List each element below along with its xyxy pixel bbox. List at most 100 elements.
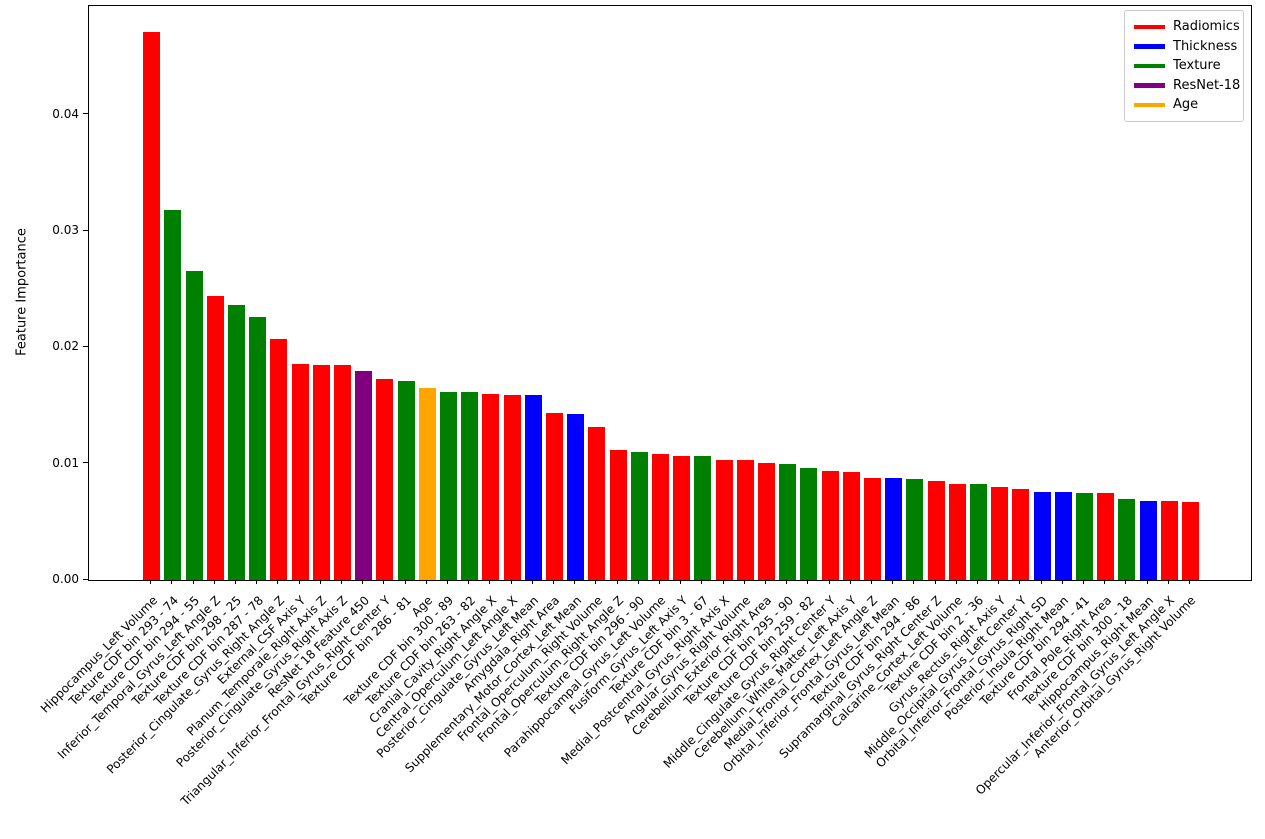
y-tick-label: 0.01: [52, 455, 79, 470]
y-tick-label: 0.00: [52, 572, 79, 586]
bar-texture: [969, 483, 987, 580]
bar-texture: [185, 270, 203, 580]
bar-radiomics: [270, 339, 288, 580]
x-tick-mark: [340, 580, 342, 584]
bar-texture: [439, 391, 457, 580]
bar-radiomics: [609, 449, 627, 580]
x-tick-mark: [531, 580, 533, 584]
x-tick-mark: [362, 580, 364, 584]
x-tick-mark: [870, 580, 872, 584]
legend-label: Thickness: [1173, 38, 1238, 54]
bar-texture: [1075, 492, 1093, 580]
bar-radiomics: [1097, 492, 1115, 580]
x-tick-mark: [913, 580, 915, 584]
legend-label: Radiomics: [1173, 19, 1240, 35]
bar-radiomics: [863, 477, 881, 580]
x-tick-mark: [1188, 580, 1190, 584]
x-tick-mark: [701, 580, 703, 584]
x-tick-mark: [976, 580, 978, 584]
x-tick-mark: [616, 580, 618, 584]
bar-radiomics: [927, 481, 945, 580]
x-tick-mark: [574, 580, 576, 584]
bar-radiomics: [291, 363, 309, 580]
bar-texture: [694, 455, 712, 580]
x-tick-mark: [828, 580, 830, 584]
bar-radiomics: [143, 32, 161, 580]
x-tick-mark: [446, 580, 448, 584]
x-tick-mark: [1061, 580, 1063, 584]
x-tick-mark: [637, 580, 639, 584]
x-tick-mark: [934, 580, 936, 584]
y-tick-label: 0.03: [52, 223, 79, 238]
x-tick-mark: [552, 580, 554, 584]
x-tick-mark: [277, 580, 279, 584]
x-tick-mark: [849, 580, 851, 584]
x-tick-mark: [192, 580, 194, 584]
bar-thickness: [1033, 491, 1051, 580]
bar-radiomics: [503, 395, 521, 580]
bar-radiomics: [206, 296, 224, 580]
y-tick-label: 0.02: [52, 339, 79, 354]
bar-radiomics: [482, 394, 500, 580]
x-tick-mark: [998, 580, 1000, 584]
plot-area: [88, 5, 1252, 581]
x-tick-mark: [234, 580, 236, 584]
y-tick-mark: [83, 345, 88, 347]
legend-swatch-icon: [1134, 63, 1165, 68]
x-tick-mark: [786, 580, 788, 584]
bar-radiomics: [333, 364, 351, 580]
legend-swatch-icon: [1134, 83, 1165, 88]
legend-item-texture: Texture: [1134, 56, 1233, 76]
legend: Radiomics Thickness Texture ResNet-18 Age: [1124, 10, 1244, 122]
bar-texture: [800, 468, 818, 580]
x-tick-mark: [489, 580, 491, 584]
bar-texture: [906, 478, 924, 580]
x-tick-mark: [764, 580, 766, 584]
bar-radiomics: [545, 412, 563, 580]
legend-swatch-icon: [1134, 44, 1165, 49]
bar-radiomics: [1160, 500, 1178, 580]
bar-radiomics: [842, 471, 860, 580]
legend-label: Age: [1173, 97, 1199, 113]
bar-radiomics: [821, 470, 839, 580]
bar-thickness: [524, 395, 542, 580]
legend-item-thickness: Thickness: [1134, 37, 1237, 57]
bar-texture: [249, 317, 267, 580]
x-tick-mark: [722, 580, 724, 584]
x-tick-mark: [1125, 580, 1127, 584]
x-tick-mark: [213, 580, 215, 584]
x-tick-mark: [468, 580, 470, 584]
legend-label: Texture: [1173, 58, 1221, 74]
x-tick-mark: [1040, 580, 1042, 584]
x-tick-mark: [743, 580, 745, 584]
x-tick-mark: [425, 580, 427, 584]
x-tick-mark: [383, 580, 385, 584]
bar-texture: [1118, 498, 1136, 580]
x-tick-mark: [680, 580, 682, 584]
x-tick-mark: [150, 580, 152, 584]
bar-radiomics: [673, 455, 691, 580]
bar-texture: [779, 463, 797, 580]
bar-radiomics: [651, 454, 669, 580]
bar-radiomics: [757, 462, 775, 580]
x-tick-mark: [955, 580, 957, 584]
legend-swatch-icon: [1134, 24, 1165, 29]
bar-radiomics: [991, 487, 1009, 580]
bar-texture: [461, 391, 479, 580]
y-tick-mark: [83, 229, 88, 231]
legend-label: ResNet-18: [1173, 77, 1241, 93]
legend-item-age: Age: [1134, 95, 1233, 115]
bar-radiomics: [736, 460, 754, 580]
x-tick-mark: [595, 580, 597, 584]
y-tick-mark: [83, 113, 88, 115]
x-tick-mark: [510, 580, 512, 584]
x-tick-mark: [256, 580, 258, 584]
bar-age: [418, 388, 436, 580]
x-tick-mark: [1146, 580, 1148, 584]
bar-radiomics: [588, 426, 606, 580]
bar-texture: [164, 210, 182, 580]
bar-radiomics: [1181, 502, 1199, 580]
bar-thickness: [567, 413, 585, 580]
x-tick-mark: [298, 580, 300, 584]
